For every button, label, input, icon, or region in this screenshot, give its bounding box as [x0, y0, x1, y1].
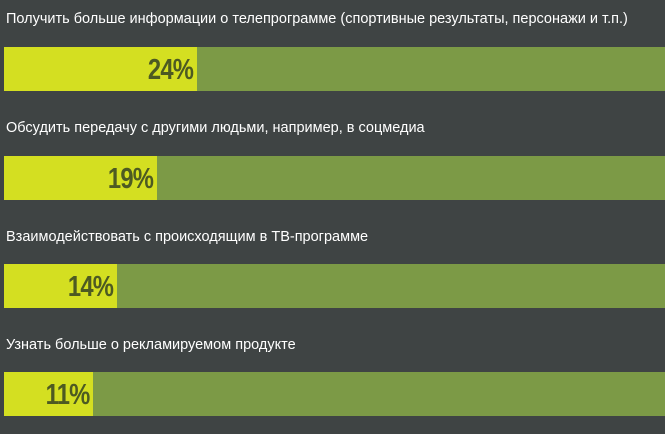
bar-track: 24%	[4, 47, 665, 91]
value-label: 14%	[67, 271, 114, 303]
value-label: 19%	[107, 163, 154, 195]
bar-fill: 11%	[4, 372, 93, 416]
bar-fill: 24%	[4, 47, 197, 91]
category-label: Взаимодействовать с происходящим в ТВ-пр…	[6, 229, 369, 245]
bar-fill: 14%	[4, 264, 117, 308]
bar-track: 14%	[4, 264, 665, 308]
category-label: Обсудить передачу с другими людьми, напр…	[6, 120, 425, 136]
category-label: Получить больше информации о телепрограм…	[6, 11, 628, 27]
value-label: 11%	[45, 379, 90, 411]
bar-track: 19%	[4, 156, 665, 200]
value-label: 24%	[147, 54, 194, 86]
category-label: Узнать больше о рекламируемом продукте	[6, 337, 296, 353]
bar-fill: 19%	[4, 156, 157, 200]
bar-track: 11%	[4, 372, 665, 416]
